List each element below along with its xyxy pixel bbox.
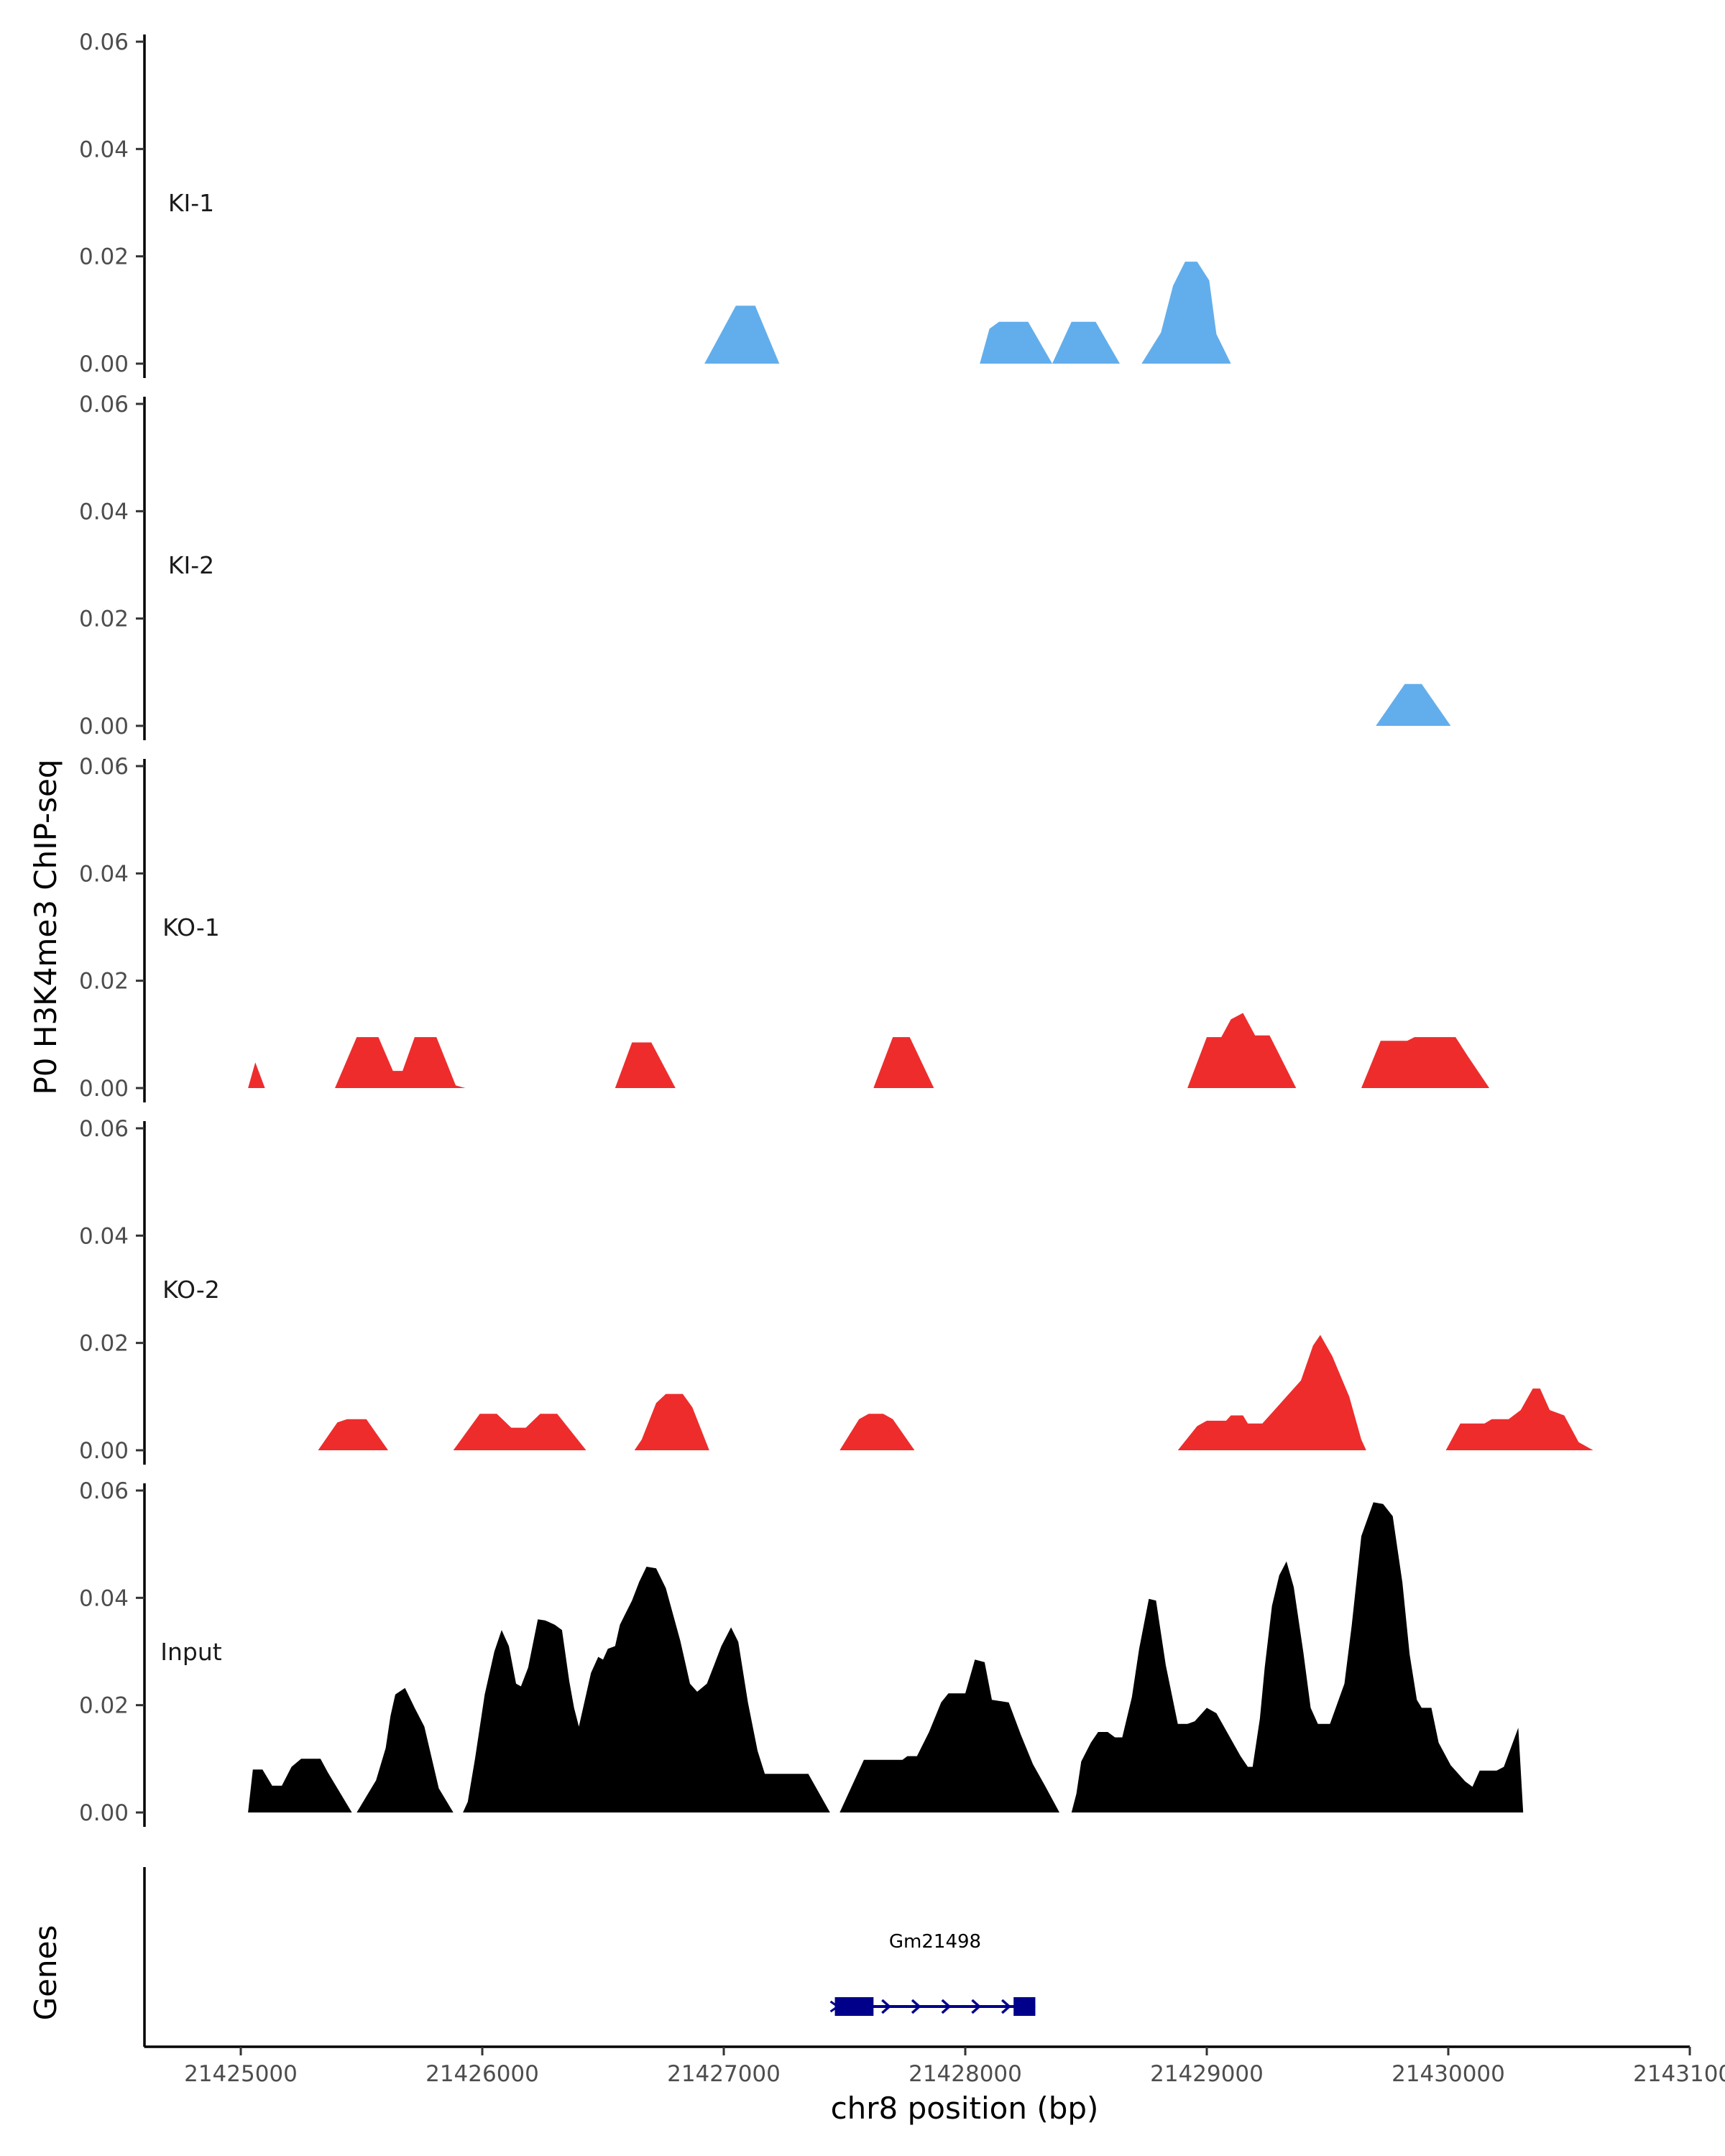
gene-exon bbox=[834, 1997, 874, 2016]
y-tick-label: 0.06 bbox=[79, 1116, 129, 1142]
genes-layer: Genes Gm21498 bbox=[28, 1867, 1036, 2047]
x-tick-label: 21426000 bbox=[426, 2061, 539, 2087]
gene-gm21498: Gm21498 bbox=[829, 1931, 1036, 2016]
x-axis-title: chr8 position (bp) bbox=[831, 2091, 1099, 2126]
signal-area bbox=[1177, 1335, 1366, 1450]
signal-area bbox=[248, 1062, 265, 1088]
strand-chevron bbox=[911, 1999, 921, 2014]
y-tick-label: 0.06 bbox=[79, 754, 129, 780]
strand-chevron bbox=[971, 1999, 982, 2014]
y-tick-label: 0.04 bbox=[79, 1585, 129, 1611]
signal-area bbox=[1141, 262, 1231, 364]
signal-area bbox=[980, 321, 1052, 364]
signal-area bbox=[318, 1419, 388, 1450]
x-tick-label: 21427000 bbox=[667, 2061, 781, 2087]
gene-label: Gm21498 bbox=[889, 1931, 981, 1953]
x-tick-label: 21431000 bbox=[1633, 2061, 1725, 2087]
y-tick-label: 0.02 bbox=[79, 244, 129, 270]
signal-area bbox=[704, 305, 780, 364]
y-tick-label: 0.00 bbox=[79, 1076, 129, 1102]
y-tick-label: 0.04 bbox=[79, 1223, 129, 1249]
track-input: 0.00 0.02 0.04 0.06 Input bbox=[79, 1478, 1524, 1827]
y-tick-label: 0.00 bbox=[79, 714, 129, 740]
signal-area bbox=[1376, 683, 1451, 726]
y-tick-label: 0.00 bbox=[79, 1800, 129, 1826]
signal-area bbox=[615, 1042, 676, 1088]
signal-area bbox=[248, 1759, 352, 1812]
y-tick-label: 0.02 bbox=[79, 969, 129, 995]
track-ki-1: 0.00 0.02 0.04 0.06 KI-1 bbox=[79, 29, 1231, 378]
signal-area bbox=[840, 1414, 915, 1450]
track-ko-2: 0.00 0.02 0.04 0.06 KO-2 bbox=[79, 1116, 1593, 1465]
y-axis-title: P0 H3K4me3 ChIP-seq bbox=[28, 759, 63, 1095]
signal-area bbox=[335, 1037, 466, 1088]
x-tick-label: 21425000 bbox=[184, 2061, 298, 2087]
signal-area bbox=[1052, 321, 1120, 364]
signal-area bbox=[1445, 1388, 1593, 1450]
y-tick-label: 0.04 bbox=[79, 499, 129, 525]
track-label: Input bbox=[160, 1638, 222, 1666]
track-label: KI-1 bbox=[168, 189, 214, 217]
y-tick-label: 0.02 bbox=[79, 1331, 129, 1357]
y-tick-label: 0.06 bbox=[79, 29, 129, 55]
signal-area bbox=[356, 1687, 454, 1812]
track-ko-1: 0.00 0.02 0.04 0.06 KO-1 bbox=[79, 754, 1490, 1102]
x-tick-label: 21429000 bbox=[1150, 2061, 1264, 2087]
y-tick-label: 0.00 bbox=[79, 1438, 129, 1464]
track-label: KI-2 bbox=[168, 551, 214, 579]
genes-axis-title: Genes bbox=[28, 1925, 63, 2021]
track-ki-2: 0.00 0.02 0.04 0.06 KI-2 bbox=[79, 392, 1451, 740]
signal-area bbox=[873, 1037, 934, 1088]
strand-chevron bbox=[941, 1999, 952, 2014]
y-tick-label: 0.06 bbox=[79, 1478, 129, 1504]
x-tick-label: 21430000 bbox=[1392, 2061, 1505, 2087]
y-tick-label: 0.04 bbox=[79, 861, 129, 887]
y-tick-label: 0.02 bbox=[79, 1693, 129, 1719]
signal-area bbox=[1187, 1013, 1297, 1088]
y-tick-label: 0.04 bbox=[79, 137, 129, 162]
x-axis: 21425000 21426000 21427000 21428000 21429000… bbox=[144, 2045, 1725, 2087]
tracks-layer: 0.00 0.02 0.04 0.06 KI-1 0.00 0.02 0.04 0.06 KI-2… bbox=[79, 29, 1593, 1827]
signal-area bbox=[453, 1414, 586, 1450]
signal-area bbox=[463, 1567, 830, 1812]
x-tick-label: 21428000 bbox=[908, 2061, 1022, 2087]
signal-area bbox=[634, 1393, 709, 1450]
signal-area bbox=[840, 1659, 1059, 1812]
signal-area bbox=[1071, 1502, 1524, 1812]
strand-chevron bbox=[881, 1999, 891, 2014]
signal-area bbox=[1361, 1037, 1490, 1088]
track-label: KO-2 bbox=[162, 1276, 220, 1304]
y-tick-label: 0.02 bbox=[79, 607, 129, 632]
y-tick-label: 0.00 bbox=[79, 351, 129, 377]
gene-exon bbox=[1013, 1997, 1036, 2016]
strand-chevron bbox=[1001, 1999, 1011, 2014]
strand-chevron bbox=[829, 2000, 840, 2013]
y-tick-label: 0.06 bbox=[79, 392, 129, 418]
track-label: KO-1 bbox=[162, 913, 220, 941]
